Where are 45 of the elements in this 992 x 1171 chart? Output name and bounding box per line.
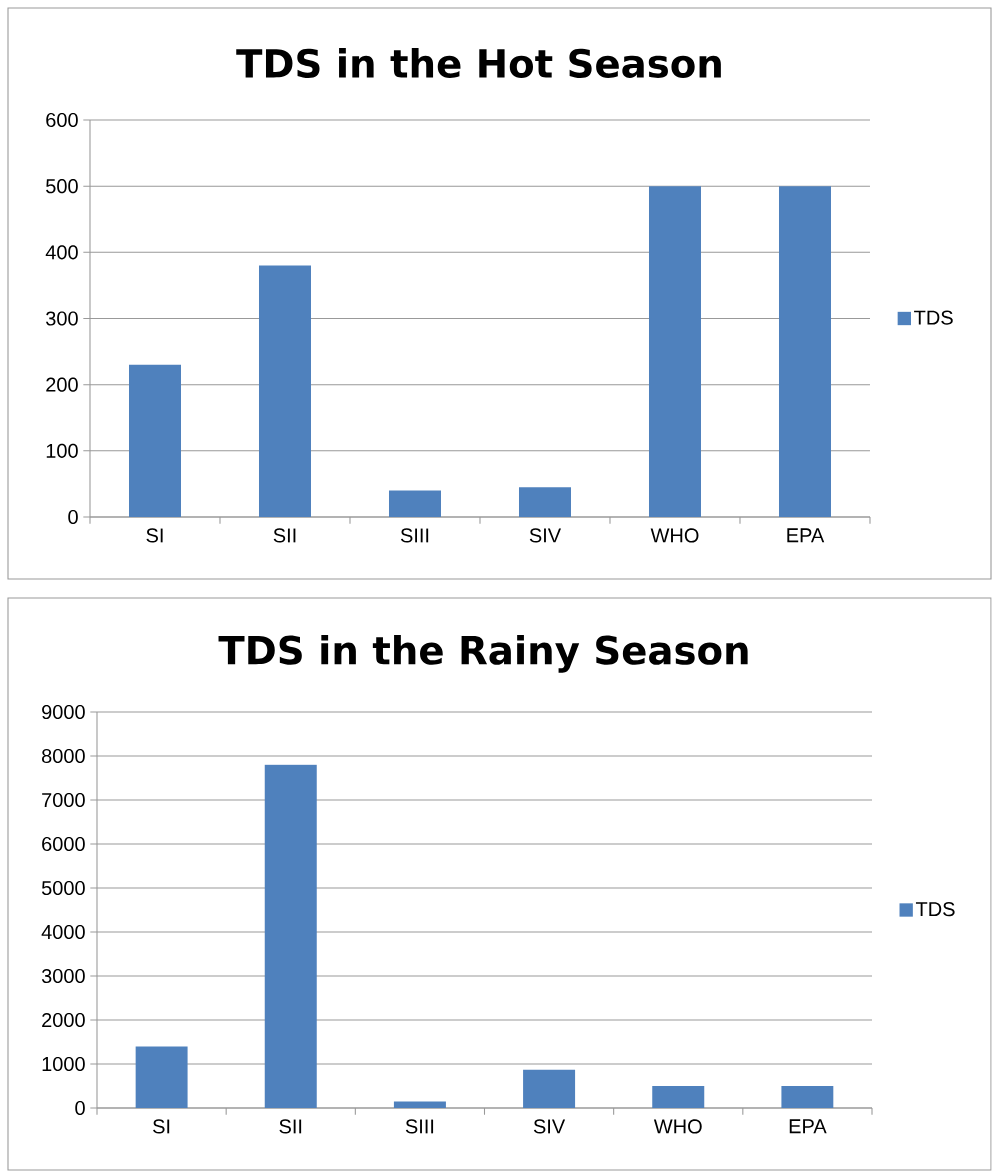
y-tick-label: 200	[46, 377, 78, 392]
y-tick-label: 9000	[42, 704, 85, 720]
chart-title: TDS in the Rainy Season	[218, 634, 748, 673]
x-tick-label: SIV	[533, 1119, 566, 1134]
bar	[258, 265, 311, 517]
y-tick-label: 7000	[42, 792, 85, 808]
bar	[778, 186, 831, 517]
x-tick-label: WHO	[653, 1119, 702, 1134]
y-tick-label: 8000	[42, 748, 85, 764]
y-tick-label: 5000	[41, 880, 85, 896]
legend-label: TDS	[915, 902, 955, 917]
bar	[648, 186, 701, 517]
y-tick-label: 400	[45, 245, 78, 260]
chart-title: TDS in the Hot Season	[236, 48, 721, 78]
x-tick-label: SIII	[405, 1119, 434, 1134]
x-tick-label: SIII	[400, 528, 429, 543]
x-tick-label: EPA	[787, 528, 825, 543]
y-tick-label: 0	[68, 509, 78, 525]
x-tick-label: SI	[146, 528, 163, 543]
y-tick-label: 300	[46, 311, 78, 326]
x-tick-label: WHO	[650, 528, 699, 543]
bar	[388, 490, 441, 517]
y-tick-label: 600	[46, 112, 78, 128]
bar	[781, 1085, 834, 1108]
bar	[135, 1046, 188, 1108]
y-tick-label: 0	[75, 1100, 85, 1116]
y-tick-label: 2000	[42, 1012, 85, 1028]
x-tick-label: SIV	[529, 528, 562, 543]
bar	[652, 1085, 705, 1108]
bar	[129, 364, 181, 517]
x-tick-label: SI	[153, 1119, 170, 1134]
bar	[518, 487, 571, 517]
bar	[393, 1101, 446, 1108]
legend-label: TDS	[914, 310, 953, 325]
y-tick-label: 4000	[41, 924, 85, 940]
y-tick-label: 1000	[42, 1056, 85, 1072]
y-tick-label: 3000	[41, 968, 85, 984]
x-tick-label: EPA	[789, 1119, 827, 1134]
y-tick-label: 500	[46, 179, 78, 194]
x-tick-label: SII	[273, 528, 296, 543]
bar	[264, 764, 317, 1108]
y-tick-label: 6000	[42, 836, 85, 852]
bar	[523, 1069, 576, 1108]
y-tick-label: 100	[46, 443, 78, 458]
x-tick-label: SII	[279, 1119, 302, 1134]
